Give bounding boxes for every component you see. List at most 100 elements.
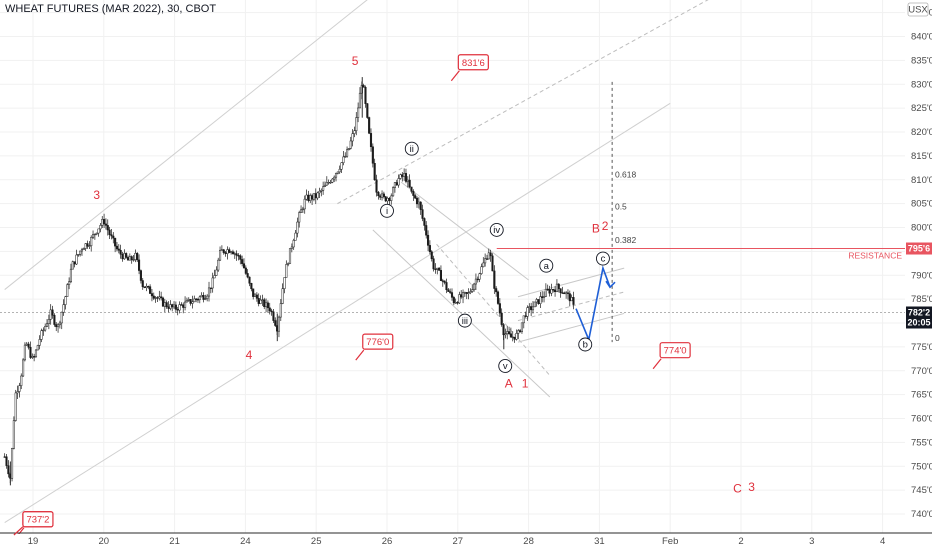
- candle-body: [136, 252, 139, 261]
- candle-body: [244, 267, 247, 274]
- trend-line: [4, 102, 671, 524]
- candle-body: [265, 302, 268, 307]
- candle-body: [277, 316, 281, 332]
- y-tick-label: 760'0: [911, 414, 932, 425]
- wave-circle: [457, 313, 472, 328]
- candle-body: [303, 198, 306, 210]
- candle-body: [495, 288, 498, 293]
- candle-body: [55, 324, 58, 328]
- callout-pointer: [355, 349, 365, 361]
- candle-body: [364, 86, 367, 104]
- y-tick-label: 750'0: [911, 461, 932, 472]
- candle-body: [323, 184, 327, 188]
- x-tick-label: 24: [240, 536, 251, 547]
- wave-label: A: [505, 376, 513, 390]
- callout-label: 774'0: [664, 346, 687, 357]
- candle-body: [554, 289, 557, 292]
- projection-path: [575, 265, 611, 343]
- candle-body: [215, 269, 218, 276]
- candle-body: [393, 182, 396, 188]
- candle-body: [202, 295, 205, 300]
- candle-body: [522, 315, 525, 324]
- candle-body: [154, 297, 157, 299]
- candle-body: [97, 228, 100, 234]
- candle-body: [329, 181, 332, 184]
- candle-body: [235, 253, 238, 256]
- candle-body: [346, 149, 349, 157]
- callout-label: 737'2: [26, 515, 49, 526]
- candle-body: [90, 237, 93, 247]
- trend-line: [517, 291, 625, 322]
- y-tick-label: 775'0: [911, 342, 932, 353]
- candle-body: [430, 251, 433, 259]
- candle-body: [130, 256, 133, 260]
- wave-label: C: [733, 482, 742, 496]
- wave-circle-label: a: [544, 261, 550, 272]
- candle-body: [147, 286, 150, 288]
- candle-body: [38, 339, 41, 346]
- candle-body: [415, 197, 419, 205]
- current-price-badge: [906, 306, 932, 329]
- candle-body: [29, 347, 32, 358]
- candle-body: [351, 133, 354, 142]
- candle-body: [285, 264, 288, 278]
- candle-body: [347, 148, 350, 151]
- candle-body: [182, 304, 185, 308]
- candle-body: [371, 146, 374, 164]
- candle-body: [64, 296, 67, 305]
- candle-body: [369, 133, 373, 147]
- candle-body: [77, 254, 80, 256]
- candle-body: [270, 310, 273, 313]
- candle-body: [134, 252, 137, 260]
- candle-body: [207, 287, 211, 297]
- candle-body: [539, 296, 542, 304]
- trend-line: [517, 267, 625, 298]
- callout-pointer: [652, 358, 662, 370]
- candle-body: [542, 296, 546, 298]
- candle-body: [119, 249, 122, 255]
- candle-body: [103, 219, 106, 225]
- candle-body: [465, 292, 468, 294]
- candle-body: [20, 375, 23, 386]
- candle-body: [139, 270, 142, 281]
- candle-body: [115, 245, 119, 250]
- candle-body: [461, 292, 465, 298]
- candle-body: [193, 298, 196, 303]
- wave-circle: [595, 251, 610, 266]
- candle-body: [434, 268, 437, 271]
- candle-body: [160, 296, 163, 299]
- candle-body: [373, 163, 376, 181]
- candle-body: [404, 173, 408, 182]
- trend-line: [337, 0, 709, 205]
- x-tick-label: 26: [382, 536, 393, 547]
- wave-circle-label: ii: [410, 144, 414, 155]
- candle-body: [272, 311, 275, 321]
- current-time-badge-label: 20:05: [907, 317, 930, 327]
- candle-body: [86, 243, 89, 247]
- callout-box: [362, 333, 394, 350]
- candle-body: [16, 391, 19, 394]
- candle-body: [75, 254, 78, 265]
- candle-body: [53, 315, 56, 325]
- candle-body: [392, 187, 395, 197]
- candle-body: [552, 289, 555, 291]
- candle-body: [206, 295, 209, 299]
- candle-body: [233, 253, 236, 255]
- candle-body: [66, 284, 69, 297]
- candle-body: [441, 280, 444, 282]
- candle-body: [266, 302, 269, 309]
- candle-body: [222, 249, 225, 253]
- candle-body: [68, 281, 71, 285]
- candle-body: [239, 255, 242, 260]
- callout-box: [22, 511, 54, 528]
- candle-body: [331, 178, 334, 183]
- candle-body: [242, 263, 246, 269]
- candle-body: [316, 192, 319, 199]
- candle-body: [436, 267, 439, 270]
- candle-body: [34, 349, 38, 357]
- candle-body: [174, 304, 177, 310]
- candle-body: [401, 174, 404, 177]
- x-tick-label: 27: [453, 536, 464, 547]
